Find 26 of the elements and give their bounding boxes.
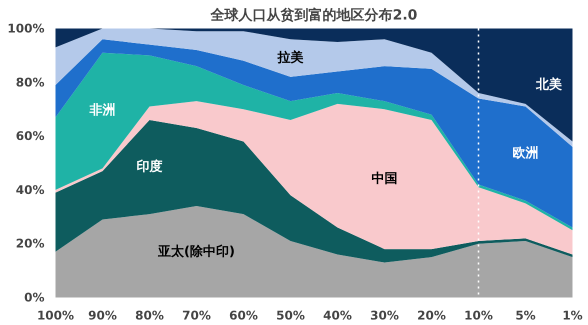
x-tick-label: 30% xyxy=(370,308,399,322)
x-tick-label: 20% xyxy=(417,308,446,322)
series-label: 拉美 xyxy=(276,50,304,66)
chart-title: 全球人口从贫到富的地区分布2.0 xyxy=(210,6,418,24)
series-label: 欧洲 xyxy=(512,146,538,162)
series-label: 印度 xyxy=(136,158,162,175)
x-tick-label: 90% xyxy=(88,308,117,322)
x-tick-label: 40% xyxy=(323,308,352,322)
series-label: 非洲 xyxy=(88,103,116,118)
x-tick-label: 70% xyxy=(182,308,211,322)
y-tick-label: 0% xyxy=(24,290,44,304)
y-tick-label: 60% xyxy=(16,129,45,144)
x-tick-label: 50% xyxy=(276,308,305,322)
x-tick-label: 100% xyxy=(36,308,74,322)
x-tick-label: 60% xyxy=(229,308,258,322)
x-tick-label: 5% xyxy=(515,308,536,322)
y-tick-label: 100% xyxy=(7,22,45,36)
x-tick-label: 10% xyxy=(464,308,493,322)
y-tick-label: 80% xyxy=(16,75,45,90)
series-label: 中国 xyxy=(372,172,398,187)
series-label: 亚太(除中印) xyxy=(157,243,235,260)
x-tick-label: 80% xyxy=(135,308,164,322)
series-label: 北美 xyxy=(535,76,562,92)
y-tick-label: 20% xyxy=(16,236,45,251)
x-tick-label: 1% xyxy=(562,308,583,322)
y-tick-label: 40% xyxy=(16,182,45,197)
